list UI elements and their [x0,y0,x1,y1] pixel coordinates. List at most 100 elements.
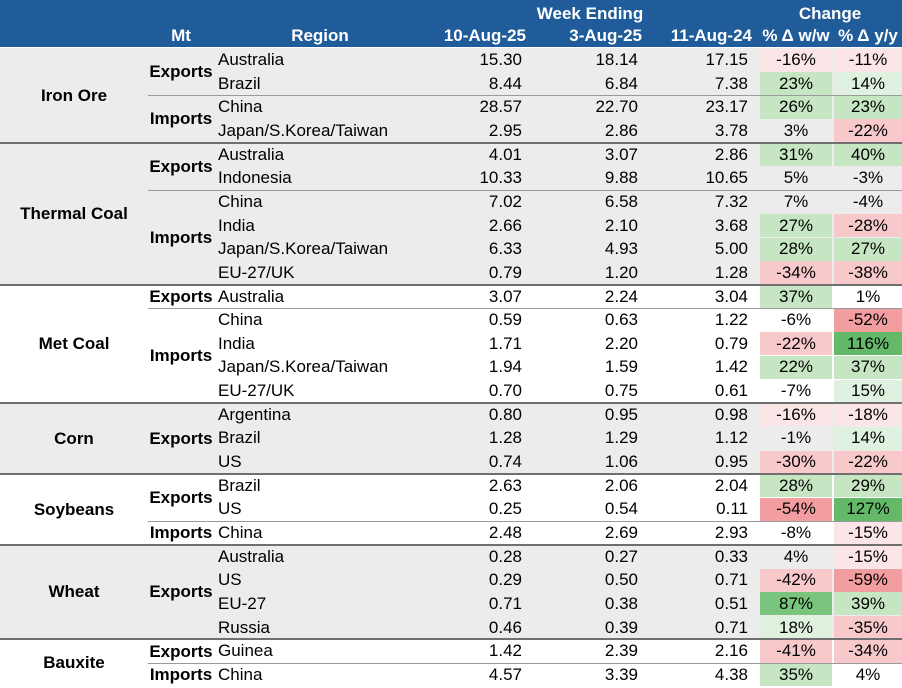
change-shade-wow [760,72,832,96]
change-shade-wow [760,592,832,616]
value-cell-v1: 1.28 [488,428,522,448]
change-cell-yoy: 14% [850,73,886,93]
region-cell: EU-27 [218,593,267,613]
group-band [0,402,902,474]
value-cell-v1: 10.33 [479,168,522,188]
region-cell: EU-27/UK [218,381,295,401]
flow-label: Imports [149,523,213,543]
header-col-10-aug-25: 10-Aug-25 [443,26,526,45]
value-cell-v2: 4.93 [604,239,638,259]
group-band [0,473,902,545]
value-cell-v2: 2.69 [604,523,638,542]
change-cell-yoy: -22% [848,120,888,140]
value-cell-v3: 2.93 [714,523,748,542]
header-col-3-aug-25: 3-Aug-25 [569,26,642,45]
value-cell-v2: 2.06 [604,475,638,495]
region-cell: China [218,191,263,211]
value-cell-v1: 2.66 [488,215,522,235]
change-shade-wow [760,663,832,687]
change-cell-wow: 28% [778,475,814,495]
value-cell-v2: 3.07 [604,144,638,164]
change-shade-yoy [834,95,902,119]
change-shade-yoy [834,545,902,569]
header-mt: Mt [171,26,191,45]
flow-divider [148,95,902,97]
region-cell: China [218,664,263,684]
value-cell-v1: 2.48 [488,523,522,542]
change-cell-wow: 31% [778,144,814,164]
value-cell-v2: 2.24 [604,286,638,306]
value-cell-v1: 1.94 [488,357,522,377]
change-shade-yoy [834,72,902,96]
flow-label: Exports [149,62,213,82]
value-cell-v3: 0.98 [714,404,748,424]
change-cell-yoy: -15% [848,523,888,542]
change-shade-wow [760,48,832,72]
change-cell-wow: -7% [780,381,812,401]
value-cell-v3: 0.61 [714,381,748,401]
value-cell-v1: 0.28 [488,546,522,566]
value-cell-v2: 22.70 [595,97,638,117]
value-cell-v3: 0.71 [714,617,748,637]
change-shade-yoy [834,639,902,663]
change-cell-wow: -22% [776,333,816,353]
value-cell-v2: 1.29 [604,428,638,448]
region-cell: Australia [218,50,285,69]
value-cell-v2: 2.10 [604,215,638,235]
change-shade-yoy [834,450,902,474]
change-shade-yoy [834,308,902,332]
value-cell-v2: 6.84 [604,73,638,93]
value-cell-v2: 3.39 [604,664,638,684]
value-cell-v3: 10.65 [705,168,748,188]
change-shade-wow [760,237,832,261]
value-cell-v1: 1.42 [488,641,522,661]
value-cell-v3: 0.51 [714,593,748,613]
change-shade-yoy [834,214,902,238]
header-week-ending: Week Ending [536,4,644,23]
change-cell-yoy: -34% [848,641,888,661]
value-cell-v3: 0.95 [714,452,748,472]
change-shade-wow [760,450,832,474]
change-cell-yoy: 39% [850,593,886,613]
change-cell-yoy: -59% [848,570,888,590]
value-cell-v2: 9.88 [604,168,638,188]
group-divider [0,543,902,546]
value-cell-v2: 0.75 [604,381,638,401]
table-header [0,0,902,47]
region-cell: US [218,570,242,590]
change-shade-yoy [834,616,902,640]
change-cell-yoy: 4% [855,664,881,684]
region-cell: US [218,452,242,472]
region-cell: US [218,499,242,519]
region-cell: Japan/S.Korea/Taiwan [218,357,389,377]
change-cell-yoy: 127% [846,499,890,519]
value-cell-v2: 0.50 [604,570,638,590]
change-cell-wow: 3% [783,120,809,140]
change-cell-wow: -30% [776,452,816,472]
value-cell-v2: 1.59 [604,357,638,377]
group-divider [0,401,902,404]
change-cell-wow: 27% [778,215,814,235]
value-cell-v1: 8.44 [488,73,522,93]
region-cell: Brazil [218,428,261,448]
value-cell-v1: 0.25 [488,499,522,519]
value-cell-v3: 2.86 [714,144,748,164]
change-cell-wow: 5% [783,168,809,188]
region-cell: China [218,310,263,330]
value-cell-v3: 2.04 [714,475,748,495]
change-cell-wow: 18% [778,617,814,637]
change-cell-yoy: -15% [848,546,888,566]
change-cell-yoy: -18% [848,404,888,424]
value-cell-v1: 0.74 [488,452,522,472]
change-cell-wow: 87% [778,593,814,613]
change-shade-yoy [834,426,902,450]
value-cell-v1: 4.01 [488,144,522,164]
change-shade-yoy [834,355,902,379]
change-shade-yoy [834,521,902,545]
change-cell-yoy: 40% [850,144,886,164]
flow-label: Exports [149,641,213,661]
region-cell: India [218,215,255,235]
change-shade-yoy [834,261,902,285]
change-shade-wow [760,568,832,592]
